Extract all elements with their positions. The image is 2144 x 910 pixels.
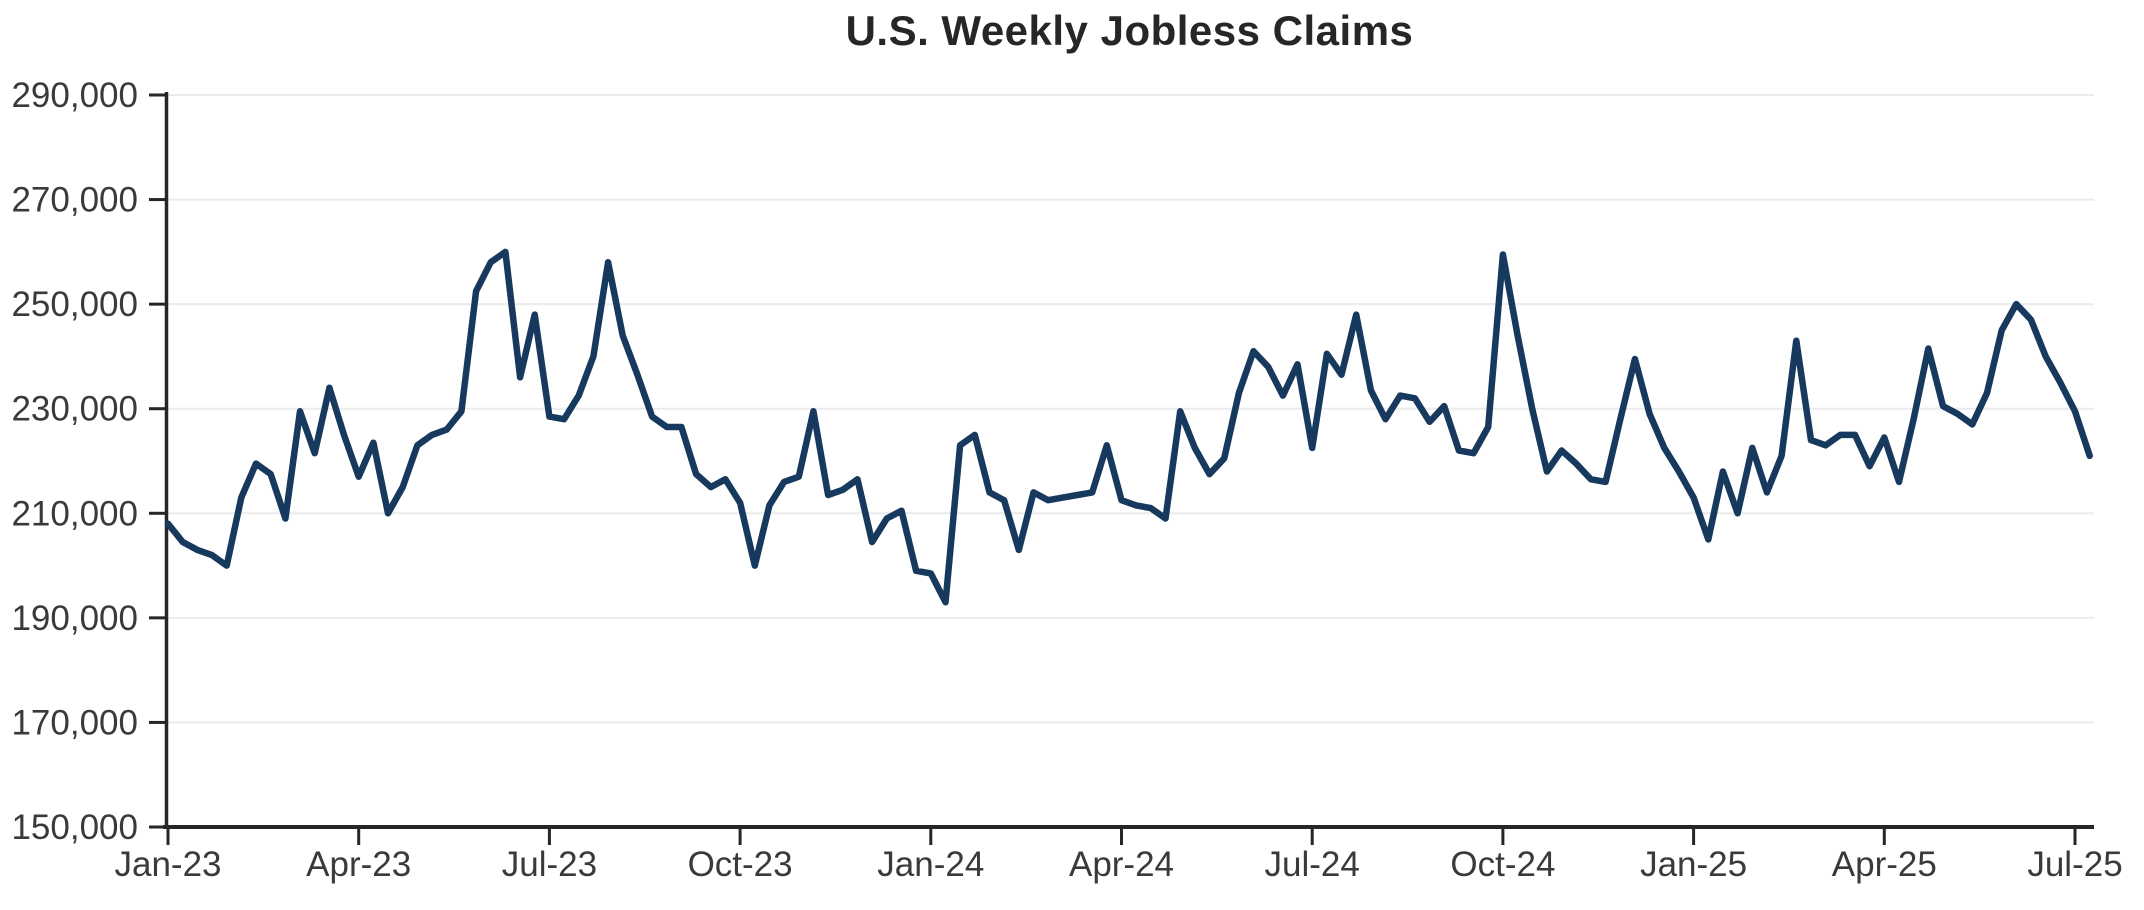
chart-title: U.S. Weekly Jobless Claims <box>845 7 1414 54</box>
y-axis-label: 250,000 <box>11 285 138 324</box>
axes <box>163 92 2094 829</box>
tick-marks <box>149 93 2077 845</box>
y-axis-label: 230,000 <box>11 390 138 429</box>
x-axis-label: Apr-25 <box>1832 845 1937 884</box>
x-axis-label: Apr-23 <box>306 845 411 884</box>
y-axis-label: 170,000 <box>11 703 138 742</box>
jobless-claims-line <box>164 248 2093 606</box>
x-axis-label: Jan-23 <box>114 845 221 884</box>
tick-labels: 150,000 170,000 190,000 210,000 230,000 250,0… <box>11 76 2122 884</box>
y-axis-label: 150,000 <box>11 808 138 847</box>
x-axis-label: Apr-24 <box>1069 845 1174 884</box>
y-axis-label: 190,000 <box>11 599 138 638</box>
x-axis-label: Oct-23 <box>688 845 793 884</box>
x-axis-label: Jan-24 <box>877 845 984 884</box>
x-axis-label: Jul-25 <box>2027 845 2122 884</box>
x-axis-label: Jul-24 <box>1265 845 1360 884</box>
y-axis-label: 290,000 <box>11 76 138 115</box>
gridlines <box>165 94 2094 724</box>
y-axis-label: 270,000 <box>11 181 138 220</box>
x-axis-label: Oct-24 <box>1450 845 1555 884</box>
y-axis-label: 210,000 <box>11 494 138 533</box>
x-axis-label: Jul-23 <box>502 845 597 884</box>
x-axis-label: Jan-25 <box>1640 845 1747 884</box>
